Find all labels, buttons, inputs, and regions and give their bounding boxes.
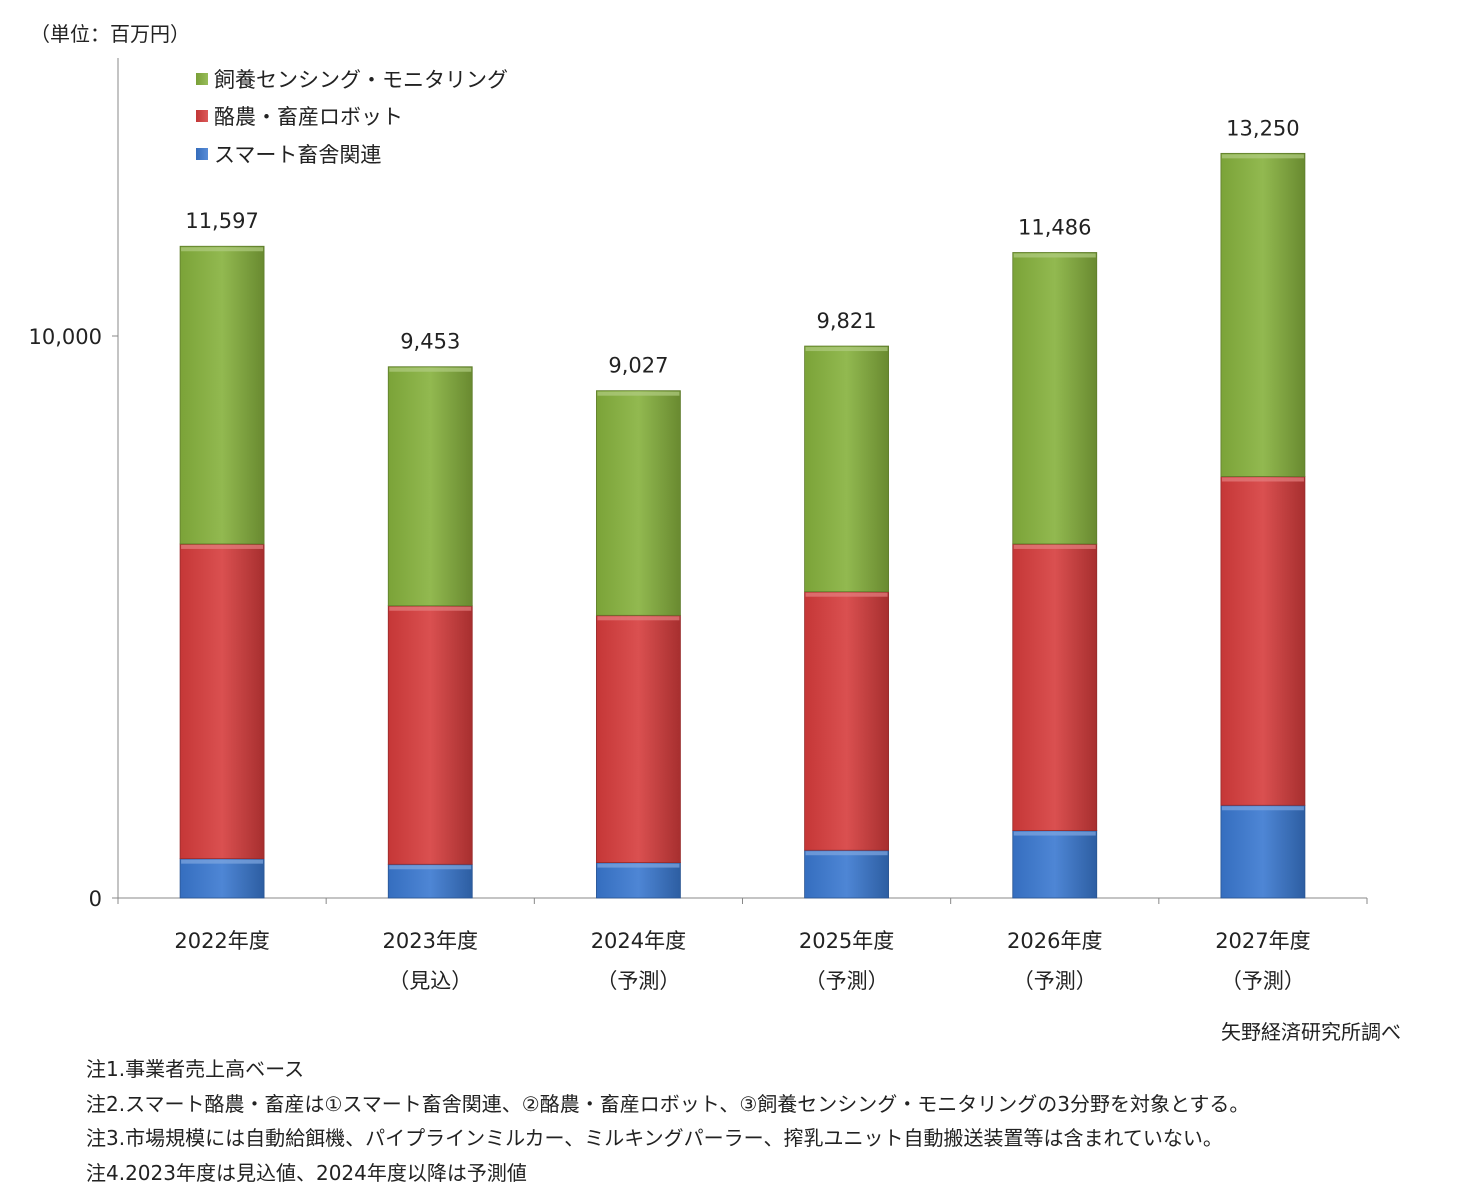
x-tick-sublabel: （見込） [388, 969, 472, 993]
total-label: 9,027 [608, 354, 668, 378]
legend-swatch [196, 110, 208, 123]
bar-segment-highlight [389, 606, 472, 611]
total-label: 9,453 [400, 330, 460, 354]
bar-segment [596, 390, 681, 616]
legend-item: 酪農・畜産ロボット [196, 98, 508, 136]
bar-segment-highlight [181, 544, 264, 549]
y-tick-label: 0 [89, 887, 102, 911]
legend-label: 飼養センシング・モニタリング [214, 67, 508, 92]
x-tick-sublabel: （予測） [596, 969, 680, 993]
bar-segment [179, 858, 265, 899]
note-1: 注1.事業者売上高ベース [86, 1057, 305, 1081]
note-4: 注4.2023年度は見込値、2024年度以降は予測値 [86, 1160, 527, 1185]
labels: 11,597 2022年度 9,453 2023年度 （見込） 9,027 2024年度 （予… [174, 116, 1310, 993]
legend-label: 酪農・畜産ロボット [214, 105, 403, 130]
x-tick-label: 2026年度 [1007, 929, 1102, 953]
bar-segment [1220, 152, 1306, 477]
x-tick-label: 2022年度 [174, 929, 269, 953]
total-label: 9,821 [817, 309, 877, 333]
bar-segment-highlight [181, 247, 264, 252]
bar-segment [1012, 543, 1098, 831]
total-label: 11,597 [185, 209, 258, 233]
legend-item: スマート畜舎関連 [196, 135, 508, 173]
bar-segment [387, 366, 473, 607]
bar-segment [387, 605, 473, 865]
y-tick-label: 10,000 [29, 325, 102, 349]
bar-segment-highlight [1013, 544, 1096, 549]
bar-segment [1220, 804, 1306, 899]
unit-label: （単位：百万円） [30, 22, 190, 46]
x-tick-label: 2025年度 [799, 929, 894, 953]
legend-swatch [196, 147, 208, 160]
total-label: 13,250 [1226, 116, 1299, 140]
bar-segment [179, 543, 265, 860]
bar-segment-highlight [597, 616, 680, 621]
bar-segment-highlight [805, 592, 888, 597]
total-label: 11,486 [1018, 215, 1091, 239]
bar-segment [1220, 476, 1306, 806]
stacked-bar-chart: 0 10,000 11,597 2022年度 9,453 2023年度 （見込） 9,027… [29, 58, 1368, 993]
x-tick-sublabel: （予測） [805, 969, 889, 993]
bar-segment [179, 245, 265, 545]
bar-segment-highlight [1013, 253, 1096, 258]
bars [179, 152, 1306, 899]
notes: 注1.事業者売上高ベース 注2.スマート酪農・畜産は①スマート畜舎関連、②酪農・… [86, 1052, 1249, 1190]
bar-segment-highlight [389, 367, 472, 372]
bar-segment-highlight [597, 391, 680, 396]
legend-swatch [196, 72, 208, 85]
bar-segment-highlight [181, 859, 264, 864]
note-2: 注2.スマート酪農・畜産は①スマート畜舎関連、②酪農・畜産ロボット、③飼養センシ… [86, 1091, 1250, 1116]
source-label: 矢野経済研究所調べ [1221, 1020, 1401, 1044]
legend-item: 飼養センシング・モニタリング [196, 60, 508, 98]
bar-segment [804, 849, 889, 899]
bar-segment [596, 614, 681, 863]
bar-segment-highlight [805, 347, 888, 352]
x-tick-label: 2023年度 [383, 929, 478, 953]
bar-segment-highlight [1013, 831, 1096, 836]
note-3: 注3.市場規模には自動給餌機、パイプラインミルカー、ミルキングパーラー、搾乳ユニ… [86, 1126, 1223, 1150]
bar-segment-highlight [805, 851, 888, 856]
x-tick-sublabel: （予測） [1013, 969, 1097, 993]
bar-segment [804, 591, 889, 851]
bar-segment-highlight [597, 863, 680, 868]
bar-segment [387, 863, 473, 899]
bar-segment-highlight [389, 865, 472, 870]
legend: 飼養センシング・モニタリング 酪農・畜産ロボット スマート畜舎関連 [196, 60, 508, 173]
bar-segment-highlight [1221, 477, 1304, 482]
bar-segment [804, 345, 889, 593]
x-tick-sublabel: （予測） [1221, 969, 1305, 993]
bar-segment-highlight [1221, 806, 1304, 811]
legend-label: スマート畜舎関連 [214, 142, 382, 167]
bar-segment-highlight [1221, 154, 1304, 159]
bar-segment [1012, 830, 1098, 899]
bar-segment [1012, 252, 1098, 545]
x-tick-label: 2027年度 [1215, 929, 1310, 953]
axes: 0 10,000 [29, 58, 1368, 911]
x-tick-label: 2024年度 [591, 929, 686, 953]
bar-segment [596, 862, 681, 899]
